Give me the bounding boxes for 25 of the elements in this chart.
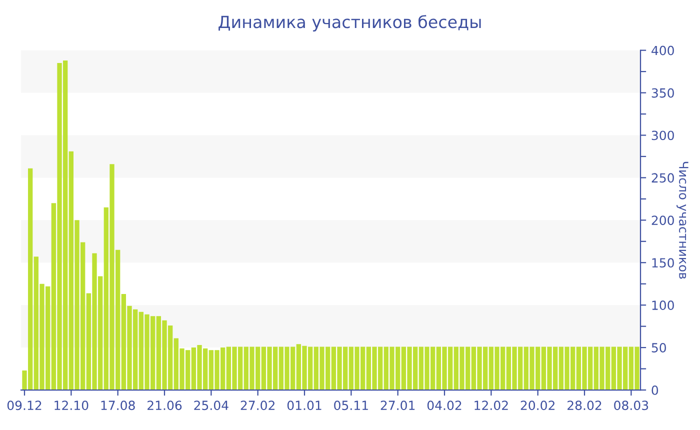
y-tick-label: 150 bbox=[652, 258, 674, 268]
y-tick-label: 100 bbox=[652, 300, 674, 310]
x-tick-label: 27.02 bbox=[240, 400, 274, 410]
y-axis-title: Число участников bbox=[676, 162, 688, 279]
y-tick-label: 200 bbox=[652, 216, 674, 226]
y-tick-label: 250 bbox=[652, 173, 674, 183]
y-tick-label: 350 bbox=[652, 88, 674, 98]
x-tick-label: 12.10 bbox=[54, 400, 88, 410]
x-tick-label: 17.08 bbox=[101, 400, 135, 410]
x-tick-label: 28.02 bbox=[568, 400, 602, 410]
x-tick-label: 25.04 bbox=[194, 400, 228, 410]
x-tick-label: 05.11 bbox=[334, 400, 368, 410]
y-tick-label: 300 bbox=[652, 130, 674, 140]
x-tick-label: 12.02 bbox=[474, 400, 508, 410]
x-tick-label: 09.12 bbox=[7, 400, 42, 410]
x-tick-label: 08.03 bbox=[614, 400, 648, 410]
x-tick-label: 04.02 bbox=[427, 400, 462, 410]
chart-title: Динамика участников беседы bbox=[218, 15, 481, 32]
x-tick-label: 21.06 bbox=[148, 400, 182, 410]
x-tick-label: 01.01 bbox=[287, 400, 322, 410]
y-tick-label: 0 bbox=[652, 385, 658, 395]
x-tick-label: 27.01 bbox=[380, 400, 415, 410]
y-tick-label: 50 bbox=[652, 343, 666, 352]
y-tick-label: 400 bbox=[652, 46, 674, 56]
x-tick-label: 20.02 bbox=[520, 400, 554, 410]
